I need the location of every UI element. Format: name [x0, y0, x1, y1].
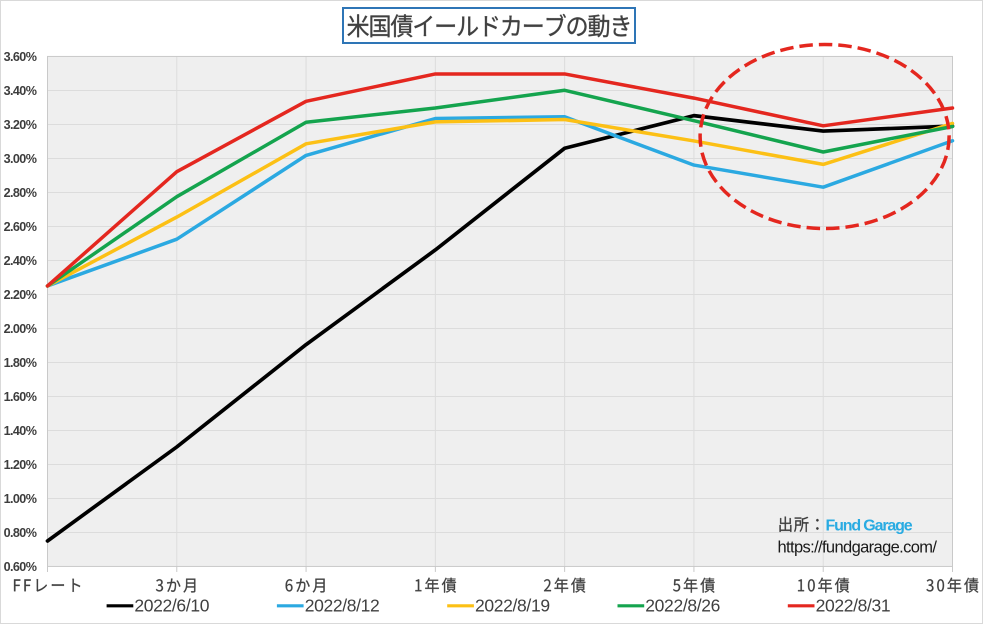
svg-text:2.80%: 2.80% [4, 186, 37, 200]
svg-text:2.20%: 2.20% [4, 288, 37, 302]
svg-text:1.60%: 1.60% [4, 390, 37, 404]
svg-text:2022/8/26: 2022/8/26 [645, 595, 720, 615]
svg-text:3.40%: 3.40% [4, 84, 37, 98]
svg-text:2022/8/31: 2022/8/31 [816, 595, 891, 615]
svg-text:1.40%: 1.40% [4, 424, 37, 438]
svg-text:2.40%: 2.40% [4, 254, 37, 268]
svg-text:3.20%: 3.20% [4, 118, 37, 132]
svg-text:2.60%: 2.60% [4, 220, 37, 234]
svg-text:2.00%: 2.00% [4, 322, 37, 336]
svg-text:2022/6/10: 2022/6/10 [134, 595, 209, 615]
svg-text:3.60%: 3.60% [4, 50, 37, 64]
svg-text:0.60%: 0.60% [4, 560, 37, 574]
svg-text:3.00%: 3.00% [4, 152, 37, 166]
svg-text:1.00%: 1.00% [4, 492, 37, 506]
svg-text:2022/8/12: 2022/8/12 [305, 595, 380, 615]
svg-text:0.80%: 0.80% [4, 526, 37, 540]
svg-text:1.80%: 1.80% [4, 356, 37, 370]
svg-text:https://fundgarage.com/: https://fundgarage.com/ [778, 539, 938, 557]
svg-text:Fund Garage: Fund Garage [826, 518, 913, 535]
svg-text:2022/8/19: 2022/8/19 [475, 595, 550, 615]
svg-text:1.20%: 1.20% [4, 458, 37, 472]
